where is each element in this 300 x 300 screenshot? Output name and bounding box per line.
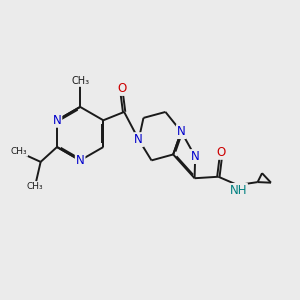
Text: N: N bbox=[177, 125, 186, 138]
Text: N: N bbox=[76, 154, 85, 167]
Text: O: O bbox=[117, 82, 126, 95]
Text: NH: NH bbox=[230, 184, 247, 197]
Text: CH₃: CH₃ bbox=[26, 182, 43, 191]
Text: N: N bbox=[134, 133, 143, 146]
Text: N: N bbox=[52, 114, 62, 127]
Text: O: O bbox=[216, 146, 225, 159]
Text: CH₃: CH₃ bbox=[11, 147, 27, 156]
Text: N: N bbox=[191, 150, 200, 163]
Text: CH₃: CH₃ bbox=[71, 76, 89, 86]
